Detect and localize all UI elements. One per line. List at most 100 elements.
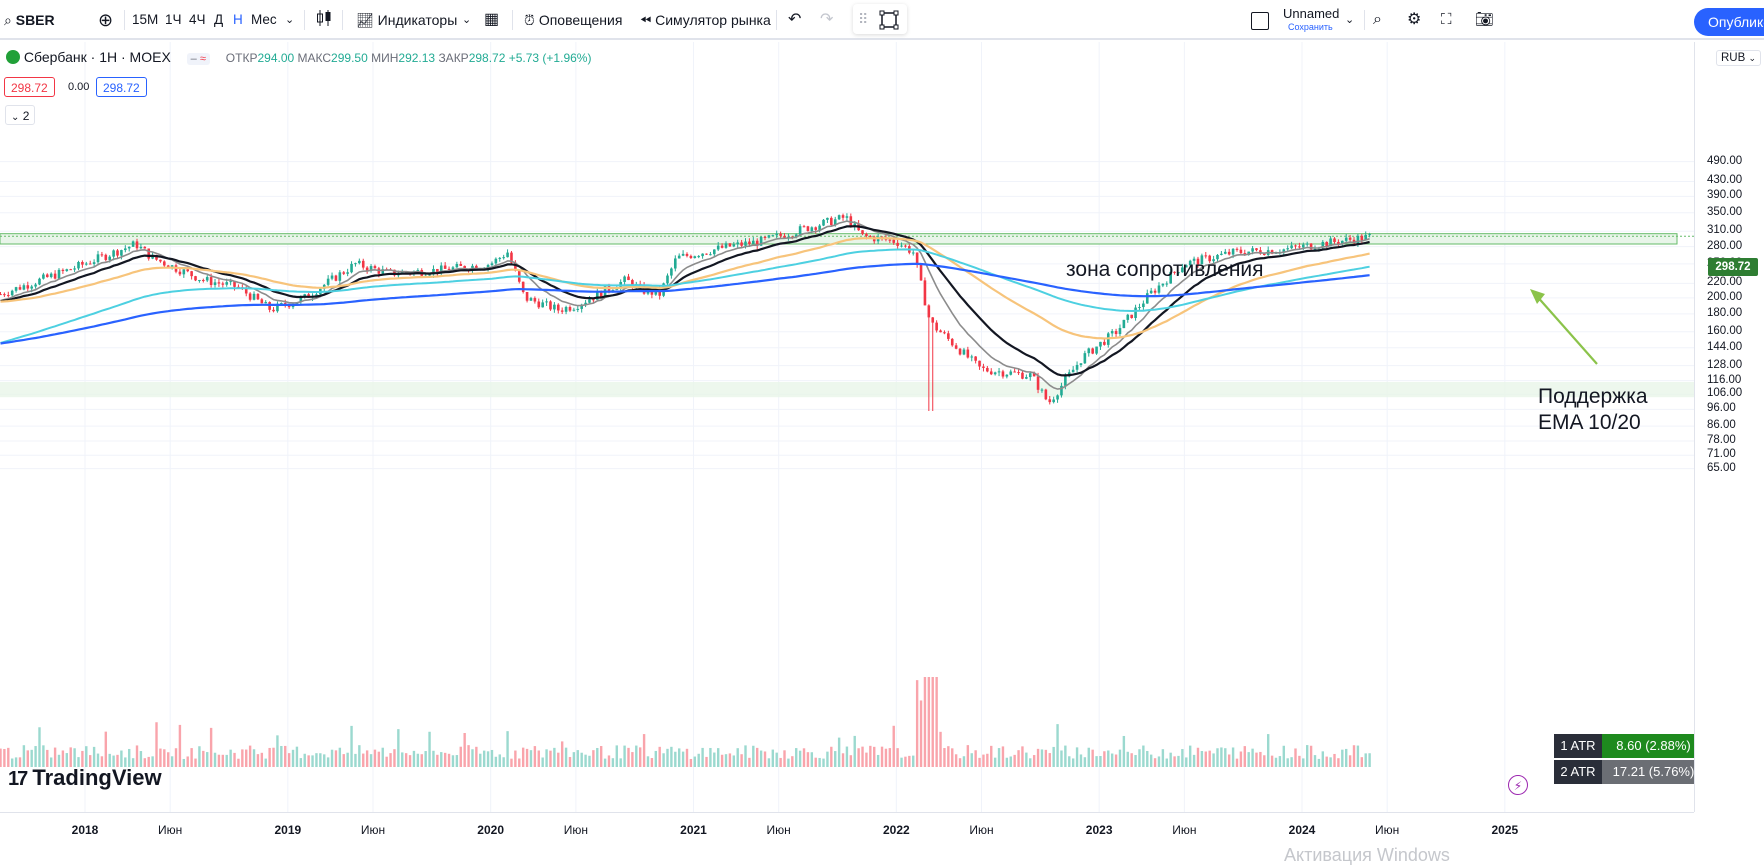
symbol-search[interactable]: ⌕ SBER bbox=[4, 8, 55, 32]
redo-icon[interactable]: ↷ bbox=[820, 11, 834, 28]
candle-body bbox=[595, 291, 599, 300]
chevron-down-icon[interactable]: ⌄ bbox=[462, 14, 472, 26]
volume-bar bbox=[151, 756, 154, 767]
price-chart[interactable] bbox=[0, 42, 1694, 812]
candle-body bbox=[1356, 235, 1360, 244]
undo-icon[interactable]: ↶ bbox=[788, 11, 802, 28]
layout-grid-icon[interactable]: ▦ bbox=[484, 11, 500, 28]
replay-button[interactable]: ⏪︎ Симулятор рынка bbox=[640, 8, 771, 32]
timeframe-day[interactable]: Д bbox=[214, 12, 224, 27]
volume-bar bbox=[670, 746, 673, 767]
volume-bar bbox=[900, 757, 903, 767]
volume-bar bbox=[873, 746, 876, 767]
price-axis[interactable]: 490.00430.00390.00350.00310.00280.00250.… bbox=[1694, 42, 1764, 812]
volume-bar bbox=[167, 752, 170, 767]
volume-bar bbox=[260, 752, 264, 767]
candle-body bbox=[1083, 353, 1087, 364]
candle-body bbox=[1017, 372, 1020, 374]
bid-price-chip[interactable]: 298.72 bbox=[4, 77, 55, 97]
tradingview-logo[interactable]: 17 TradingView bbox=[8, 765, 162, 791]
volume-bar bbox=[194, 758, 197, 767]
legend-toggle-icons[interactable]: – ≈ bbox=[186, 53, 210, 65]
candle-body bbox=[744, 241, 747, 246]
candle-body bbox=[1360, 235, 1364, 241]
volume-bar bbox=[939, 731, 942, 767]
volume-bar bbox=[186, 756, 189, 767]
candle-body bbox=[1305, 243, 1309, 245]
ask-price-chip[interactable]: 298.72 bbox=[96, 77, 147, 97]
timeframe-15m[interactable]: 15М bbox=[132, 12, 159, 27]
candle-body bbox=[947, 333, 950, 339]
timeframe-week[interactable]: Н bbox=[233, 12, 243, 27]
symbol-label: SBER bbox=[15, 12, 55, 28]
volume-bar bbox=[923, 677, 927, 767]
candle-body bbox=[693, 256, 697, 259]
layout-name-block[interactable]: Unnamed Сохранить bbox=[1283, 6, 1343, 33]
volume-bar bbox=[65, 753, 68, 767]
timeframe-4h[interactable]: 4Ч bbox=[189, 12, 206, 27]
price-tick: 430.00 bbox=[1707, 174, 1743, 187]
layout-checkbox[interactable] bbox=[1251, 8, 1269, 32]
candle-body bbox=[256, 293, 260, 300]
publish-button[interactable]: Опубликовать bbox=[1694, 8, 1764, 36]
indicators-label: Индикаторы bbox=[377, 12, 458, 28]
add-symbol-icon[interactable]: ⊕ bbox=[98, 10, 114, 30]
volume-bar bbox=[1044, 749, 1048, 767]
resistance-zone-label[interactable]: зона сопротивления bbox=[1066, 258, 1264, 281]
camera-icon[interactable]: 📷︎ bbox=[1475, 11, 1495, 28]
volume-bar bbox=[880, 746, 884, 767]
volume-bar bbox=[1009, 756, 1012, 767]
volume-bars bbox=[0, 677, 1371, 767]
atr-row2-name: 2 ATR bbox=[1554, 760, 1602, 784]
volume-bar bbox=[369, 754, 373, 767]
time-tick: Июн bbox=[158, 823, 183, 837]
volume-bar bbox=[892, 725, 895, 767]
candle-body bbox=[1145, 293, 1149, 304]
lightning-icon[interactable]: ⚡︎ bbox=[1508, 775, 1528, 795]
indicators-button[interactable]: 📈︎ Индикаторы bbox=[356, 8, 457, 32]
volume-bar bbox=[954, 754, 958, 767]
volume-bar bbox=[759, 750, 763, 767]
candle-body bbox=[1173, 271, 1176, 273]
candle-body bbox=[1126, 314, 1130, 320]
volume-bar bbox=[178, 724, 182, 767]
candle-body bbox=[814, 227, 818, 230]
settings-icon[interactable]: ⚙︎ bbox=[1407, 11, 1422, 28]
volume-bar bbox=[7, 747, 10, 767]
volume-bar bbox=[1040, 749, 1044, 767]
volume-bar bbox=[974, 750, 977, 767]
volume-bar bbox=[291, 749, 295, 767]
timeframe-1h[interactable]: 1Ч bbox=[165, 12, 182, 27]
chevron-down-icon[interactable]: ⌄ bbox=[285, 14, 295, 26]
currency-button[interactable]: RUB ⌄ bbox=[1716, 50, 1762, 66]
volume-bar bbox=[276, 735, 279, 767]
time-axis[interactable]: 2018 Июн 2019 Июн 2020 Июн 2021 Июн 2022 Июн 2023 И… bbox=[0, 812, 1694, 863]
chevron-down-icon[interactable]: ⌄ bbox=[1345, 14, 1355, 26]
candle-body bbox=[599, 291, 603, 297]
candle-body bbox=[233, 281, 236, 287]
candle-body bbox=[982, 366, 985, 368]
candle-body bbox=[81, 262, 84, 265]
wave-icon[interactable]: ≈ bbox=[199, 53, 206, 65]
volume-bar bbox=[213, 752, 217, 767]
price-tick: 71.00 bbox=[1707, 448, 1736, 461]
legend-title[interactable]: Сбербанк · 1Н · MOEX bbox=[23, 49, 171, 65]
minus-icon[interactable]: – bbox=[190, 53, 197, 65]
indicators-collapse-button[interactable]: ⌄ 2 bbox=[5, 105, 36, 125]
time-tick: Июн bbox=[1375, 823, 1400, 837]
candle-type-icon[interactable] bbox=[315, 8, 333, 32]
candle-body bbox=[163, 261, 166, 266]
volume-bar bbox=[537, 750, 540, 767]
drawing-tools-group[interactable]: ⠿ bbox=[853, 4, 907, 34]
alerts-button[interactable]: ⏰︎ Оповещения bbox=[524, 8, 622, 32]
volume-bar bbox=[1294, 748, 1297, 767]
support-label[interactable]: Поддержка EMA 10/20 bbox=[1538, 384, 1648, 436]
replay-label: Симулятор рынка bbox=[655, 12, 771, 28]
timeframe-month[interactable]: Мес bbox=[251, 12, 277, 27]
quick-search-icon[interactable]: ⌕ bbox=[1373, 11, 1382, 28]
candle-body bbox=[1309, 243, 1313, 250]
volume-bar bbox=[57, 754, 61, 767]
candle-body bbox=[533, 298, 537, 302]
price-tick: 350.00 bbox=[1707, 205, 1743, 218]
fullscreen-icon[interactable]: ⛶ bbox=[1441, 11, 1452, 28]
